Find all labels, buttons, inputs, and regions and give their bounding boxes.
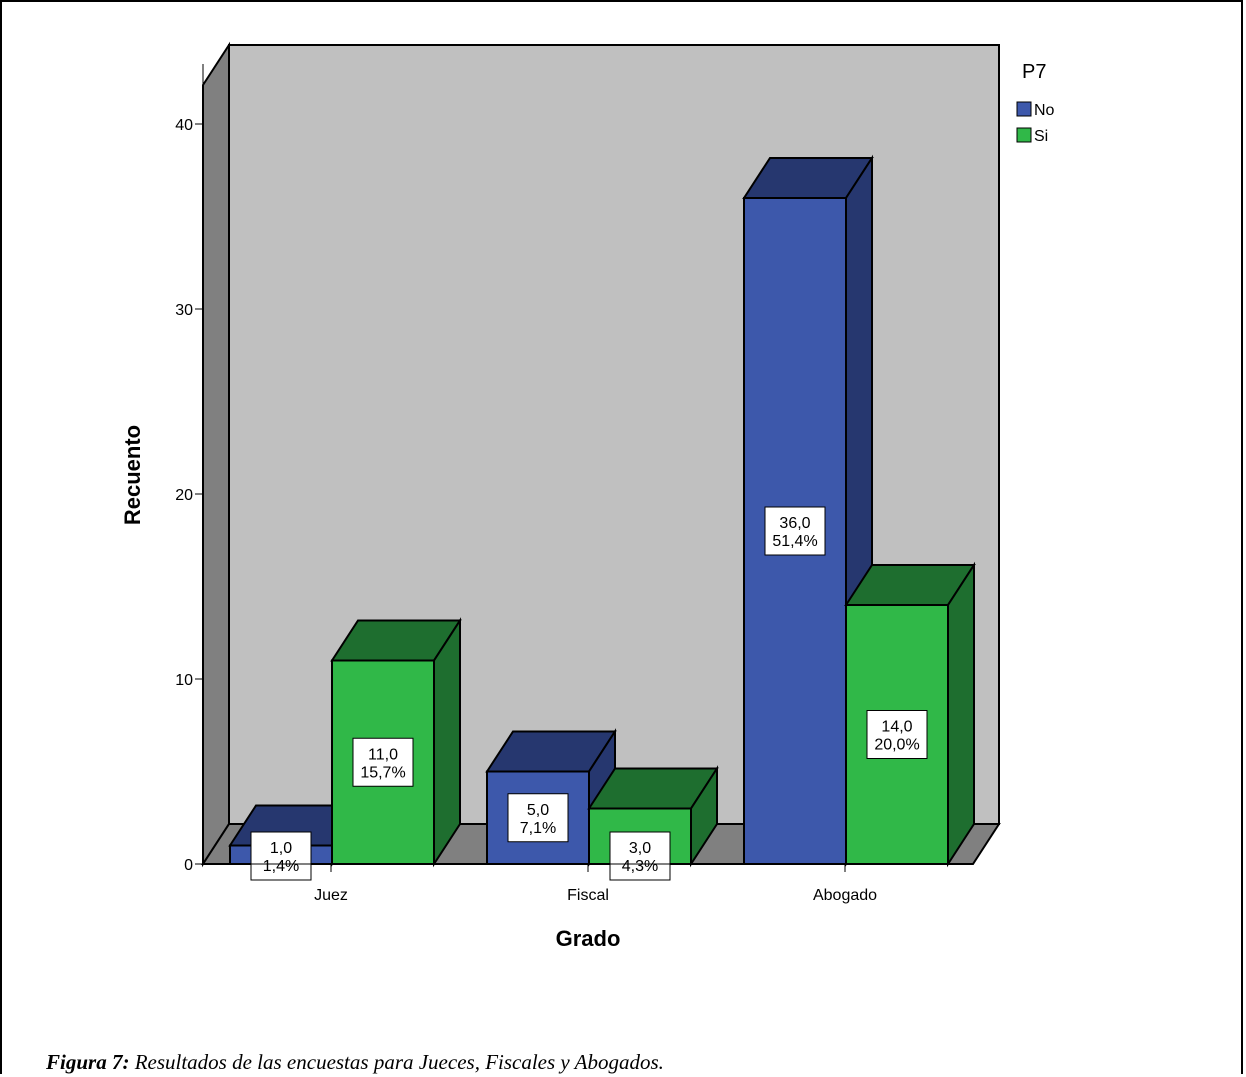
y-axis: 0 10 20 30 40	[175, 64, 204, 874]
caption-text: Resultados de las encuestas para Jueces,…	[129, 1050, 664, 1074]
bar-side-si-abogado	[947, 561, 975, 868]
data-label-pct-no-abogado: 51,4%	[772, 533, 817, 550]
y-axis-title: Recuento	[120, 425, 145, 525]
x-tick-label-fiscal: Fiscal	[567, 887, 609, 904]
y-tick-label: 0	[184, 857, 193, 874]
x-axis-title: Grado	[556, 926, 621, 951]
legend-title: P7	[1022, 61, 1046, 83]
data-label-pct-no-juez: 1,4%	[263, 858, 299, 875]
x-tick-label-juez: Juez	[314, 887, 348, 904]
legend-swatch-no	[1016, 101, 1032, 117]
y-tick-label: 20	[175, 487, 193, 504]
data-label-pct-si-abogado: 20,0%	[874, 737, 919, 754]
data-label-pct-no-fiscal: 7,1%	[520, 820, 556, 837]
data-label-count-si-fiscal: 3,0	[629, 840, 651, 857]
data-label-box-si-abogado	[866, 710, 928, 759]
data-label-count-si-juez: 11,0	[368, 746, 398, 763]
y-tick-label: 30	[175, 302, 193, 319]
bar-no-abogado	[743, 197, 847, 865]
data-label-count-si-abogado: 14,0	[881, 719, 912, 736]
data-label-box-si-juez	[352, 737, 414, 787]
y-tick-label: 40	[175, 117, 193, 134]
legend-swatch-si	[1016, 127, 1032, 143]
legend: P7 No Si	[1016, 61, 1055, 145]
data-label-pct-si-juez: 15,7%	[360, 764, 405, 781]
bars	[228, 154, 976, 868]
data-label-count-no-abogado: 36,0	[779, 515, 810, 532]
side-wall	[202, 41, 230, 868]
x-tick-label-abogado: Abogado	[813, 887, 877, 904]
data-label-box-no-fiscal	[507, 793, 569, 843]
data-labels: 1,01,4% 11,015,7% 5,07,1% 3,04,3% 36,051,4% 1…	[250, 506, 928, 881]
data-label-box-si-fiscal	[609, 831, 671, 881]
legend-label-si: Si	[1034, 128, 1048, 145]
x-axis: Juez Fiscal Abogado	[203, 863, 973, 904]
data-label-count-no-fiscal: 5,0	[527, 802, 549, 819]
y-tick-label: 10	[175, 672, 193, 689]
bar-chart: 0 10 20 30 40 1,01,4% 11,015,7% 5,07,1% 3,04,3%…	[120, 41, 1055, 951]
legend-label-no: No	[1034, 102, 1055, 119]
data-label-count-no-juez: 1,0	[270, 840, 292, 857]
data-label-box-no-juez	[250, 831, 312, 881]
data-label-box-no-abogado	[764, 506, 826, 556]
data-label-pct-si-fiscal: 4,3%	[622, 858, 658, 875]
bar-side-si-juez	[433, 617, 461, 868]
caption-label: Figura 7:	[46, 1050, 130, 1074]
figure-caption: Figura 7: Resultados de las encuestas pa…	[46, 1050, 664, 1075]
